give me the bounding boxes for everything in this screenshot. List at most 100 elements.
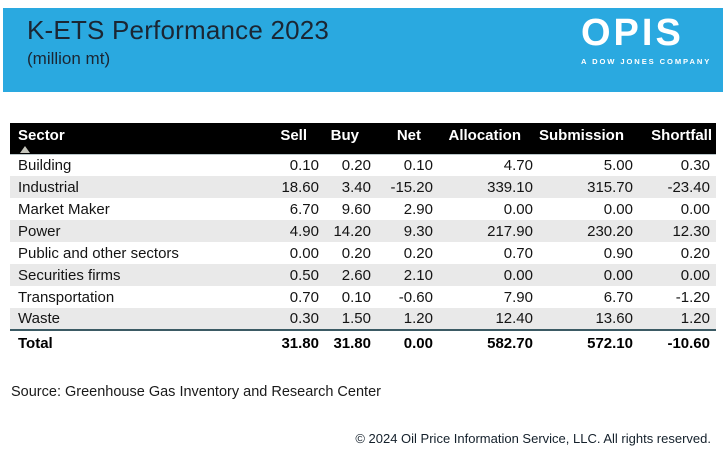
sector-cell: Transportation [18, 288, 115, 306]
copyright-note: © 2024 Oil Price Information Service, LL… [355, 431, 711, 446]
cell-net: 9.30 [377, 220, 439, 242]
cell-allocation: 0.70 [503, 244, 533, 262]
cell-sell: 6.70 [289, 200, 319, 218]
cell-sell: 4.90 [260, 220, 325, 242]
opis-logo-text: OPIS [581, 12, 684, 54]
column-header-allocation[interactable]: Allocation [439, 123, 539, 155]
sector-cell: Public and other sectors [18, 244, 179, 262]
table-header-row: Sector Sell Buy Net Allocation Submission Shor… [10, 123, 716, 155]
performance-table-container: Sector Sell Buy Net Allocation Submission Shor… [10, 123, 716, 356]
page-subtitle: (million mt) [27, 48, 111, 68]
cell-buy: 1.50 [325, 308, 377, 330]
sector-cell: Securities firms [10, 264, 260, 286]
table-row-industrial: Industrial 18.60 3.40 -15.20 339.10 315.70 -23… [10, 176, 716, 198]
column-header-label: Submission [539, 127, 625, 144]
cell-submission: 0.90 [603, 244, 633, 262]
table-row-building: Building 0.10 0.20 0.10 4.70 5.00 0.30 [10, 154, 716, 176]
table-row-market-maker: Market Maker 6.70 9.60 2.90 0.00 0.00 0.00 [10, 198, 716, 220]
cell-net: 2.90 [403, 200, 433, 218]
cell-allocation: 12.40 [439, 308, 539, 330]
total-cell-submission: 572.10 [539, 329, 639, 356]
table-total-row: Total 31.80 31.80 0.00 582.70 572.10 -10.60 [10, 329, 716, 356]
sector-cell: Market Maker [18, 200, 110, 218]
cell-shortfall: 1.20 [639, 308, 716, 330]
cell-allocation: 339.10 [439, 176, 539, 198]
opis-logo: OPIS A DOW JONES COMPANY [581, 12, 712, 66]
cell-buy: 14.20 [325, 220, 377, 242]
performance-table: Sector Sell Buy Net Allocation Submission Shor… [10, 123, 716, 356]
cell-submission: 5.00 [603, 156, 633, 174]
cell-sell: 0.00 [289, 244, 319, 262]
cell-net: -0.60 [398, 288, 433, 306]
sector-cell: Power [10, 220, 260, 242]
cell-shortfall: 0.30 [680, 156, 710, 174]
total-cell-sell: 31.80 [260, 329, 325, 356]
cell-allocation: 0.00 [503, 200, 533, 218]
cell-shortfall: -23.40 [639, 176, 716, 198]
cell-sell: 0.70 [289, 288, 319, 306]
cell-buy: 3.40 [325, 176, 377, 198]
cell-buy: 9.60 [341, 200, 371, 218]
cell-net: 2.10 [377, 264, 439, 286]
cell-allocation: 0.00 [439, 264, 539, 286]
cell-sell: 18.60 [260, 176, 325, 198]
table-row-power: Power 4.90 14.20 9.30 217.90 230.20 12.30 [10, 220, 716, 242]
cell-submission: 230.20 [539, 220, 639, 242]
cell-shortfall: -1.20 [675, 288, 710, 306]
total-label-cell: Total [10, 329, 260, 356]
title-block: K-ETS Performance 2023 (million mt) [27, 14, 329, 69]
cell-submission: 6.70 [603, 288, 633, 306]
cell-allocation: 217.90 [439, 220, 539, 242]
cell-net: -15.20 [377, 176, 439, 198]
cell-sell: 0.30 [260, 308, 325, 330]
cell-buy: 0.10 [341, 288, 371, 306]
cell-buy: 0.20 [341, 244, 371, 262]
column-header-label: Buy [330, 127, 359, 144]
page-title: K-ETS Performance 2023 [27, 15, 330, 45]
cell-shortfall: 0.20 [680, 244, 710, 262]
header-band: K-ETS Performance 2023 (million mt) OPIS… [3, 8, 723, 92]
column-header-net[interactable]: Net [377, 123, 439, 155]
cell-sell: 0.50 [260, 264, 325, 286]
column-header-buy[interactable]: Buy [325, 123, 377, 155]
cell-buy: 0.20 [341, 156, 371, 174]
cell-sell: 0.10 [289, 156, 319, 174]
cell-submission: 0.00 [603, 200, 633, 218]
cell-buy: 2.60 [325, 264, 377, 286]
cell-shortfall: 12.30 [639, 220, 716, 242]
sector-cell: Waste [10, 308, 260, 330]
column-header-shortfall[interactable]: Shortfall [639, 123, 716, 155]
column-header-label: Shortfall [651, 127, 712, 144]
column-header-label: Net [396, 127, 421, 144]
table-row-waste: Waste 0.30 1.50 1.20 12.40 13.60 1.20 [10, 308, 716, 330]
total-cell-net: 0.00 [377, 329, 439, 356]
table-row-securities-firms: Securities firms 0.50 2.60 2.10 0.00 0.00 0.00 [10, 264, 716, 286]
table-row-public-and-other-sectors: Public and other sectors 0.00 0.20 0.20 0.70… [10, 242, 716, 264]
cell-submission: 315.70 [539, 176, 639, 198]
column-header-label: Allocation [448, 127, 521, 144]
cell-net: 0.20 [403, 244, 433, 262]
cell-shortfall: 0.00 [639, 264, 716, 286]
sector-cell: Industrial [10, 176, 260, 198]
column-header-sell[interactable]: Sell [260, 123, 325, 155]
sector-cell: Building [18, 156, 72, 174]
source-note: Source: Greenhouse Gas Inventory and Res… [11, 384, 381, 400]
column-header-submission[interactable]: Submission [539, 123, 639, 155]
opis-logo-tagline: A DOW JONES COMPANY [581, 56, 712, 66]
column-header-sector[interactable]: Sector [10, 123, 260, 155]
total-cell-shortfall: -10.60 [639, 329, 716, 356]
sort-ascending-icon [20, 146, 30, 153]
column-header-label: Sector [18, 127, 65, 144]
column-header-label: Sell [280, 127, 307, 144]
cell-submission: 0.00 [539, 264, 639, 286]
total-cell-buy: 31.80 [325, 329, 377, 356]
cell-submission: 13.60 [539, 308, 639, 330]
cell-shortfall: 0.00 [680, 200, 710, 218]
cell-allocation: 7.90 [503, 288, 533, 306]
cell-net: 1.20 [377, 308, 439, 330]
cell-net: 0.10 [403, 156, 433, 174]
cell-allocation: 4.70 [503, 156, 533, 174]
total-cell-allocation: 582.70 [439, 329, 539, 356]
table-row-transportation: Transportation 0.70 0.10 -0.60 7.90 6.70 -1.20 [10, 286, 716, 308]
